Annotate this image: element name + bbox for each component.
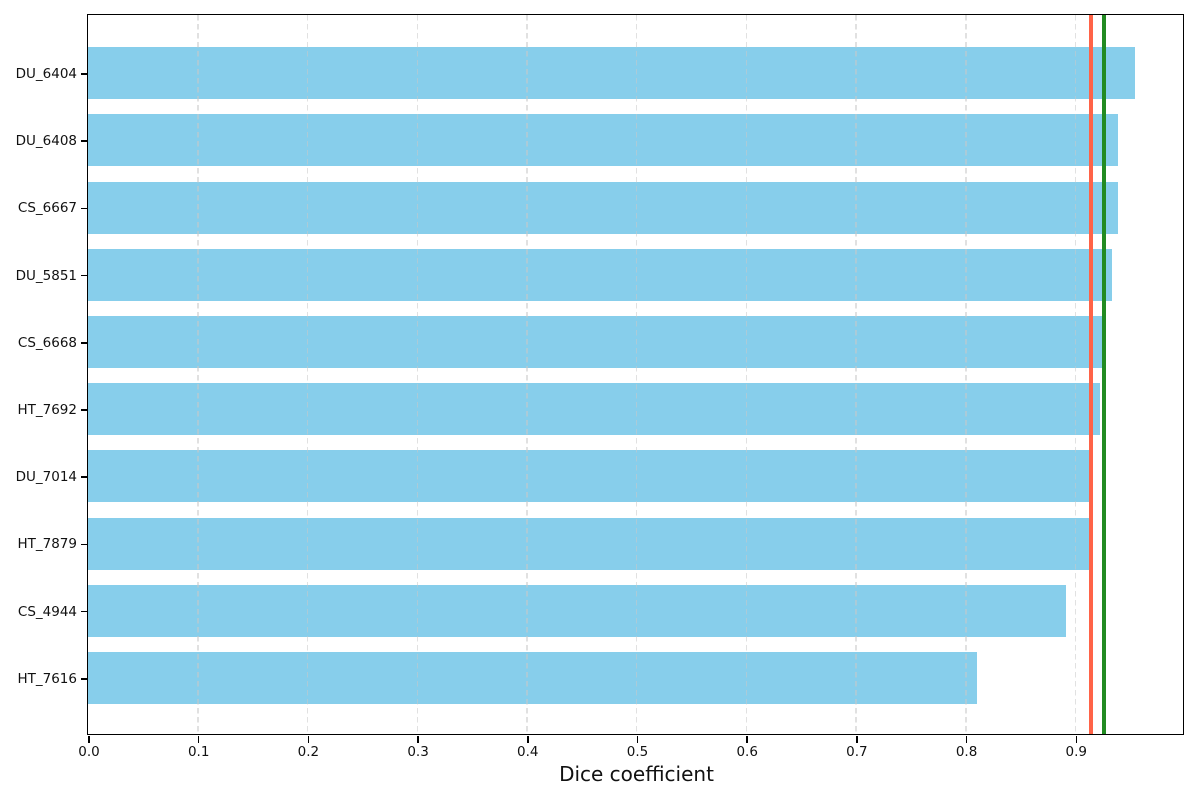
mean-line [1088, 15, 1093, 735]
y-tick-label: HT_7692 [17, 402, 77, 418]
x-tick-mark [417, 736, 419, 743]
x-tick-label: 0.3 [407, 744, 429, 760]
x-tick-mark [1075, 736, 1078, 743]
y-tick-mark [81, 409, 88, 411]
y-tick-label: CS_6668 [17, 334, 77, 351]
x-tick-mark [307, 736, 310, 743]
x-tick-mark [527, 736, 529, 743]
grid-layer [88, 15, 1183, 735]
bar [88, 383, 1100, 436]
bar [88, 652, 977, 704]
x-tick-label: 0.5 [626, 744, 649, 760]
x-tick-mark [856, 736, 858, 743]
y-tick-mark [81, 274, 88, 277]
x-axis-title: Dice coefficient [559, 762, 714, 786]
bar [88, 517, 1089, 570]
gridline [855, 15, 857, 735]
y-tick-mark [81, 476, 88, 478]
bar [88, 316, 1107, 368]
reference-lines-layer [88, 15, 1183, 735]
x-tick-mark [965, 736, 968, 743]
gridline [965, 15, 967, 735]
gridline [745, 15, 748, 735]
y-tick-mark [81, 140, 88, 142]
y-tick-label: HT_7879 [17, 536, 77, 553]
y-tick-label: CS_4944 [17, 603, 77, 620]
x-tick-label: 0.0 [78, 744, 100, 760]
median-line [1102, 15, 1106, 735]
bar [88, 584, 1066, 637]
y-tick-label: DU_6404 [15, 66, 77, 82]
y-tick-label: CS_6667 [17, 200, 77, 217]
bar [88, 248, 1112, 301]
y-tick-label: DU_6408 [15, 133, 77, 150]
bar [88, 450, 1090, 503]
x-tick-mark [746, 736, 748, 743]
y-tick-label: HT_7616 [17, 670, 77, 687]
gridline [526, 15, 528, 735]
x-tick-label: 0.2 [297, 744, 320, 760]
gridline [197, 15, 199, 735]
x-tick-label: 0.7 [846, 744, 868, 760]
y-tick-mark [81, 678, 88, 680]
y-tick-mark [81, 543, 88, 546]
x-tick-label: 0.6 [736, 744, 758, 760]
bar [88, 114, 1119, 167]
gridline [416, 15, 419, 735]
x-tick-mark [197, 736, 200, 743]
x-tick-mark [636, 736, 639, 743]
y-tick-label: DU_5851 [15, 267, 77, 284]
y-tick-mark [81, 342, 88, 344]
bar [88, 47, 1135, 100]
x-tick-label: 0.4 [517, 744, 539, 760]
bars-layer [88, 15, 1183, 734]
gridline [1074, 15, 1077, 735]
x-tick-label: 0.1 [187, 744, 210, 760]
y-tick-label: DU_7014 [15, 469, 77, 486]
gridline [306, 15, 309, 735]
x-tick-label: 0.9 [1065, 744, 1088, 760]
y-tick-mark [81, 610, 88, 613]
x-tick-mark [88, 736, 90, 743]
gridline [635, 15, 638, 735]
plot-area [87, 14, 1185, 736]
bar [88, 181, 1119, 234]
x-tick-label: 0.8 [955, 744, 978, 760]
y-tick-mark [81, 207, 88, 210]
y-tick-mark [81, 73, 88, 75]
